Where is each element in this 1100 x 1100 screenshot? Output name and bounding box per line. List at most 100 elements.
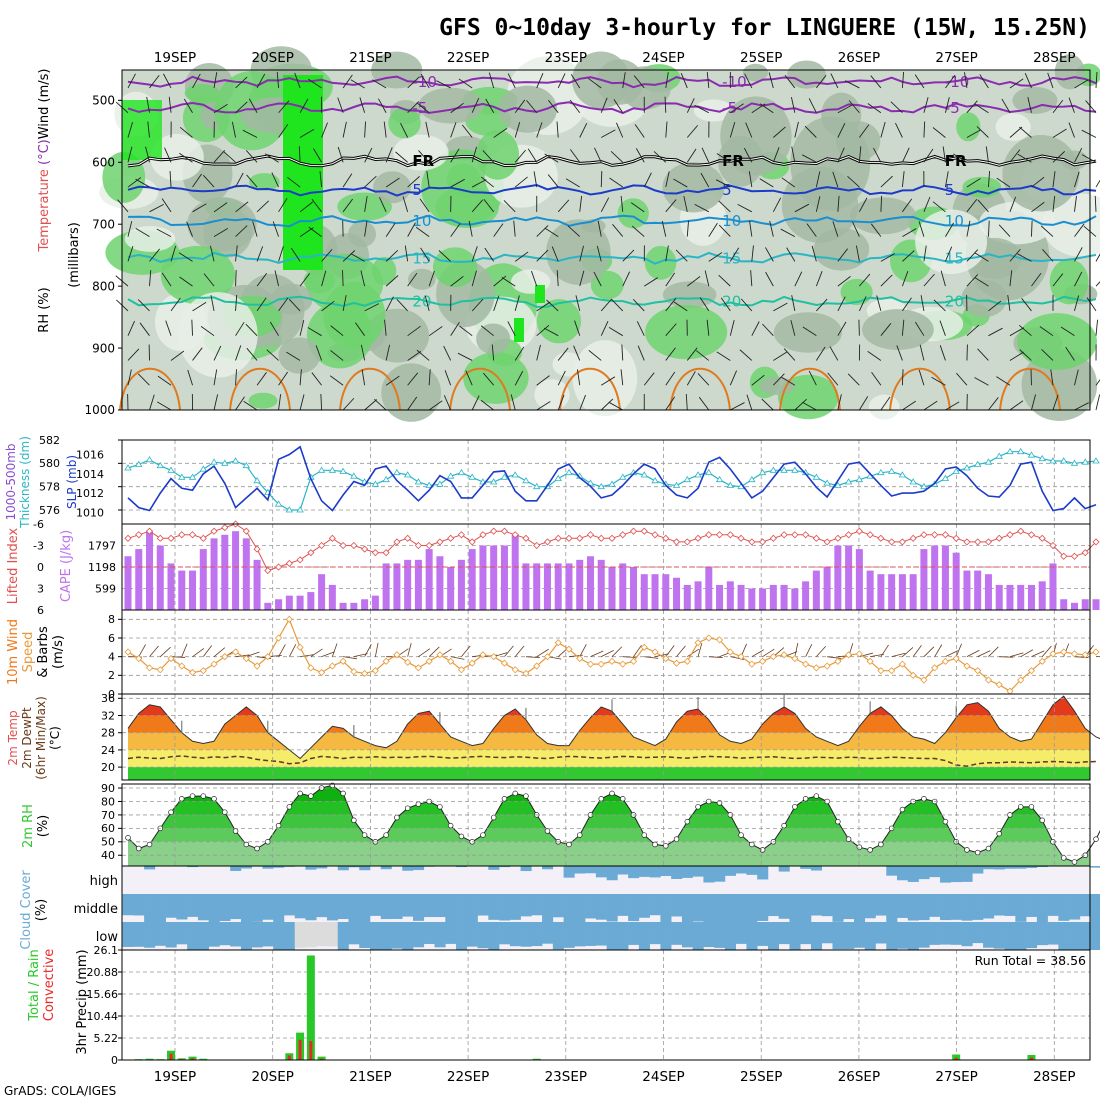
cloud-bar [1079,922,1091,950]
cloud-bar [380,866,392,870]
cape-bar [791,588,799,610]
wind-barb [527,148,538,163]
rh-contour-fill [278,337,321,374]
cloud-bar [628,866,640,879]
wind-barb [256,297,267,312]
cape-bar [285,595,293,610]
cape-bar [1092,599,1100,610]
wind-barb [635,148,645,163]
wind-barb [165,320,172,336]
axis-label: 2m Temp [6,710,20,765]
rh-point [996,830,1002,837]
wind-barb [428,326,443,337]
rh-contour-fill [572,340,638,417]
wind-speed-point [845,651,853,659]
wind-barb [526,100,538,114]
rh-contour-fill [1049,259,1089,305]
wind-barb [737,203,753,213]
wind-barb [1039,326,1054,337]
wind-barb [536,122,543,138]
cloud-bar [993,866,1005,870]
wind-barb-10m [665,645,675,657]
wind-barb [471,97,480,113]
cloud-bar [1058,922,1070,950]
cloud-bar [391,894,403,919]
wind-barb [974,377,989,386]
wind-speed-point [995,681,1003,689]
cape-bar [232,531,240,610]
wind-barb [428,400,443,411]
wind-barb [361,369,366,386]
wind-barb [880,121,886,138]
wind-speed-point [608,657,616,665]
axis-label: (°C) [48,726,62,750]
wind-barb [588,350,602,361]
lifted-index-point [941,531,949,539]
cloud-bar [692,866,704,877]
wind-barb [320,393,323,411]
wind-barb [514,370,524,386]
wind-barb [574,320,581,336]
tick-label: 15.66 [87,988,119,1001]
thickness-point [963,464,971,471]
rh-point [254,845,260,852]
wind-barb [730,402,745,411]
wind-speed-point [941,657,949,665]
cloud-bar [649,866,661,878]
cape-bar [199,549,207,610]
lifted-index-point [802,531,810,539]
wind-barb [213,202,228,213]
lifted-index-point [888,538,896,546]
cape-bar [941,545,949,610]
wind-speed-point [199,667,207,675]
cloud-bar [638,894,650,918]
wind-speed-point [672,659,681,667]
wind-barb [364,303,380,312]
cape-bar [296,595,304,610]
wind-speed-point [361,669,369,678]
cloud-bar [617,922,629,950]
wind-barb [608,327,623,337]
cape-bar [1081,599,1089,610]
rh-point [297,790,303,797]
cloud-bar [1004,894,1016,916]
wind-barb [1074,247,1083,262]
cloud-bar [1015,866,1027,869]
rh-point [125,835,131,841]
cloud-bar [348,894,360,922]
lifted-index-point [909,534,917,542]
wind-speed-point [264,653,272,661]
rh-point [415,801,422,807]
wind-barb [815,346,826,361]
slp-line [127,445,1097,512]
wind-barb [769,220,774,237]
cape-bar [189,570,197,610]
cloud-bar [413,894,425,921]
wind-barb [748,171,753,188]
tick-label: 40 [101,849,115,862]
wind-barb [729,247,740,262]
lifted-index-point [543,538,552,546]
wind-barb [319,171,323,188]
wind-barb [242,129,258,138]
lifted-index-point [1070,552,1079,560]
rh-contour-fill [849,197,917,235]
wind-speed-point [640,643,648,651]
wind-barb [974,252,989,262]
wind-barb-10m [697,643,703,657]
cloud-bar [854,894,866,922]
cloud-bar [208,894,220,922]
wind-barb [514,346,525,361]
wind-barb [364,175,377,188]
axis-label-part: RH (%) [37,287,52,332]
wind-barb [533,171,538,188]
lifted-index-point [662,534,670,542]
cloud-bar [359,894,371,922]
rh-point [200,793,207,799]
wind-barb [1007,295,1011,311]
axis-label-part: Speed [21,632,36,673]
lifted-index-point [318,541,326,550]
rh-contour-fill [337,192,392,221]
wind-barb [1060,326,1075,337]
isotherm-line-25 [999,367,1061,411]
